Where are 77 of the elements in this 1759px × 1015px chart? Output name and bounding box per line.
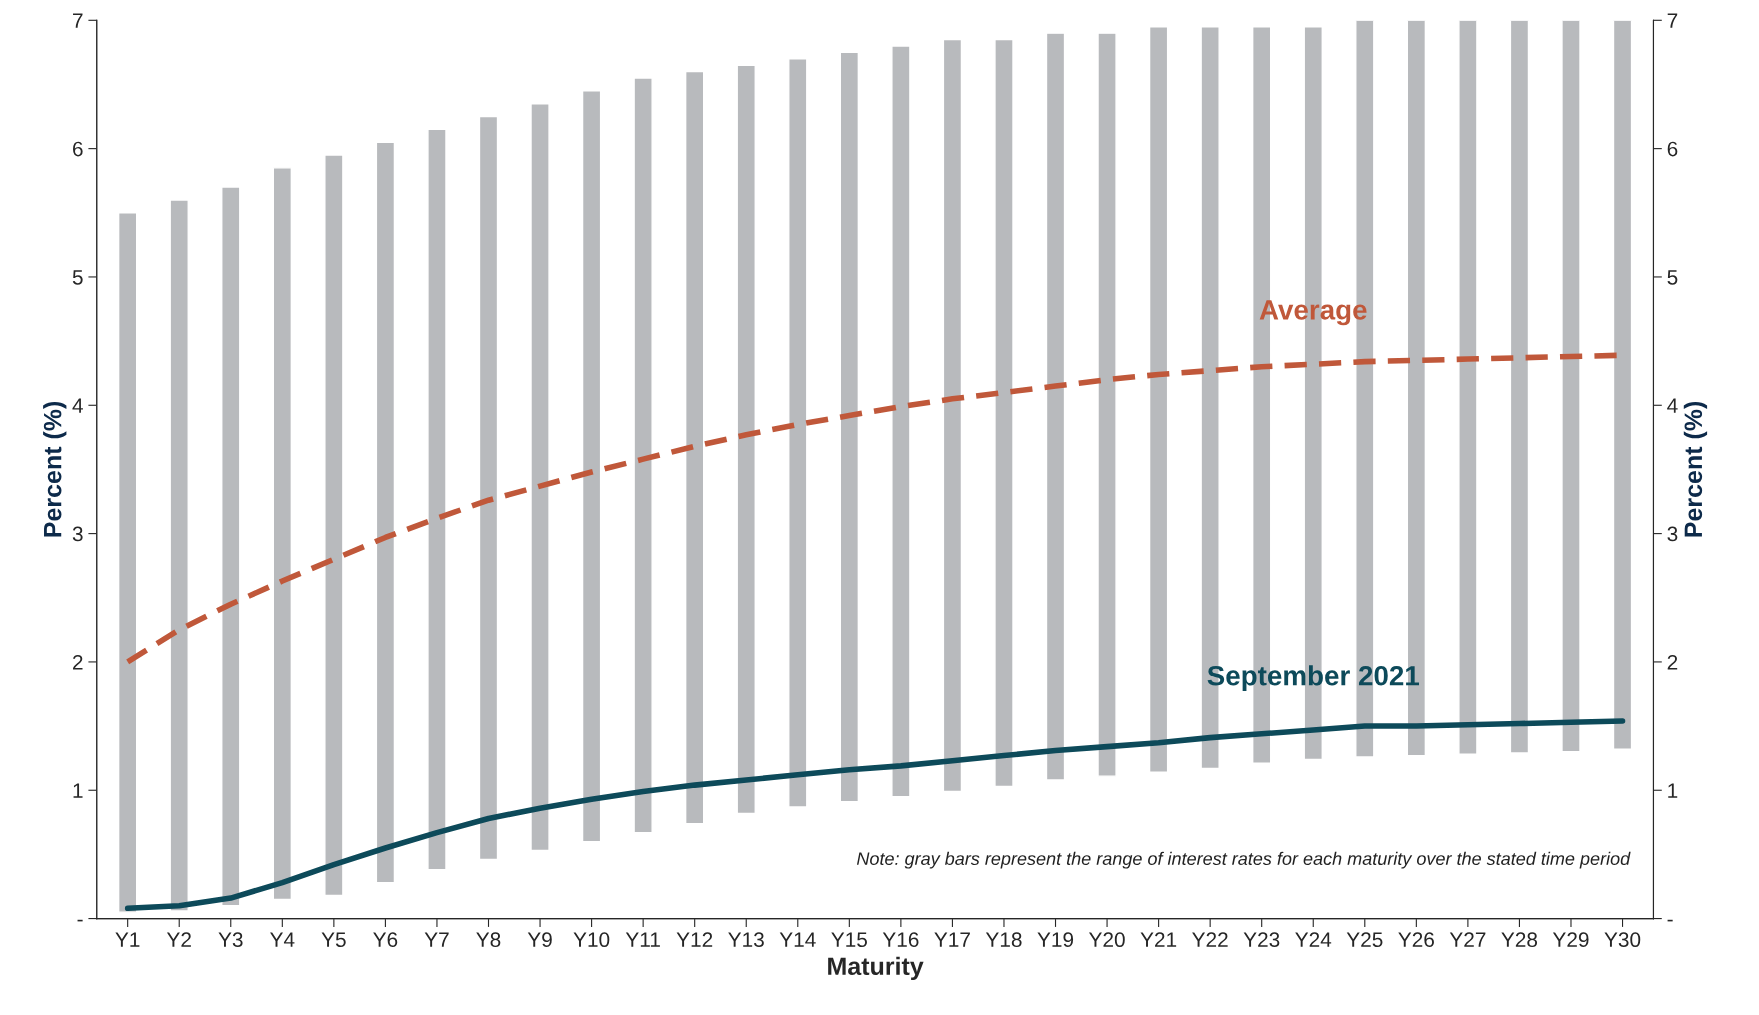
x-tick-label: Y19 (1037, 932, 1074, 948)
bar (1148, 26, 1169, 773)
bar (169, 199, 189, 912)
y-tick-label: 3 (72, 526, 83, 542)
bar (272, 167, 293, 901)
bar (1097, 32, 1117, 777)
bar (891, 45, 911, 798)
bar (942, 38, 963, 793)
series-label: Average (1259, 300, 1367, 326)
x-tick-label: Y12 (676, 932, 713, 947)
bar (994, 38, 1014, 788)
y-tick-label: 7 (73, 13, 83, 28)
bar (788, 58, 808, 808)
bar (1458, 20, 1478, 756)
bar (530, 103, 550, 852)
x-tick-label: Y25 (1346, 932, 1383, 948)
x-tick-label: Y16 (882, 932, 919, 948)
y-tick-label: 5 (72, 270, 83, 285)
x-tick-label: Y26 (1398, 932, 1434, 948)
x-tick-label: Y3 (218, 932, 243, 948)
x-tick-label: Y15 (831, 932, 867, 948)
x-tick-label: Y6 (373, 932, 398, 948)
x-tick-label: Y28 (1501, 932, 1538, 948)
y-tick-label: 2 (73, 654, 83, 670)
bar (221, 186, 241, 907)
x-tick-label: Y20 (1088, 932, 1125, 948)
bar (375, 141, 396, 884)
x-tick-label: Y4 (270, 932, 295, 947)
y2-tick-label: - (1667, 919, 1673, 922)
x-tick-label: Y2 (166, 932, 191, 947)
bar (736, 64, 756, 815)
annotation: Note: gray bars represent the range of interest rates for each maturity over the stated time period (856, 851, 1631, 869)
y-axis-title: Percent (%) (43, 401, 67, 537)
x-tick-label: Y22 (1192, 932, 1228, 947)
bar (839, 51, 860, 803)
x-tick-label: Y29 (1552, 932, 1589, 948)
bar (1612, 20, 1633, 750)
y-tick-label: 4 (72, 398, 83, 413)
bar (633, 77, 653, 834)
x-tick-label: Y9 (527, 932, 552, 948)
y2-tick-label: 6 (1667, 141, 1678, 157)
y2-tick-label: 3 (1667, 526, 1678, 542)
y2-tick-label: 2 (1667, 654, 1678, 670)
x-tick-label: Y27 (1449, 932, 1486, 947)
x-tick-label: Y11 (625, 932, 660, 947)
x-tick-label: Y24 (1295, 932, 1332, 947)
x-tick-label: Y1 (115, 932, 140, 947)
x-tick-label: Y5 (321, 932, 346, 948)
x-tick-label: Y13 (728, 932, 764, 948)
bar (117, 212, 138, 913)
y2-tick-label: 1 (1668, 783, 1678, 798)
bar (1045, 32, 1066, 781)
bar (427, 128, 447, 871)
y2-tick-label: 5 (1667, 270, 1678, 285)
bar (581, 90, 602, 843)
x-tick-label: Y21 (1140, 932, 1177, 947)
bar (1509, 20, 1530, 754)
x-tick-label: Y14 (779, 932, 816, 947)
y-tick-label: 1 (73, 783, 83, 798)
y2-axis-title: Percent (%) (1683, 401, 1708, 537)
bar (324, 154, 344, 897)
x-tick-label: Y10 (573, 932, 610, 948)
x-tick-label: Y7 (424, 932, 449, 947)
y2-tick-label: 7 (1667, 13, 1678, 28)
x-axis-title: Maturity (828, 956, 924, 981)
x-tick-label: Y8 (476, 932, 501, 948)
x-tick-label: Y18 (985, 932, 1022, 948)
x-tick-label: Y17 (934, 932, 970, 947)
bar (684, 70, 705, 825)
x-tick-label: Y23 (1243, 932, 1280, 948)
bar (1561, 20, 1581, 753)
y2-tick-label: 4 (1667, 398, 1678, 413)
series-label: September 2021 (1207, 665, 1420, 692)
x-tick-label: Y30 (1604, 932, 1641, 948)
bar (478, 115, 499, 861)
y-tick-label: - (77, 919, 83, 922)
y-tick-label: 6 (73, 141, 83, 157)
